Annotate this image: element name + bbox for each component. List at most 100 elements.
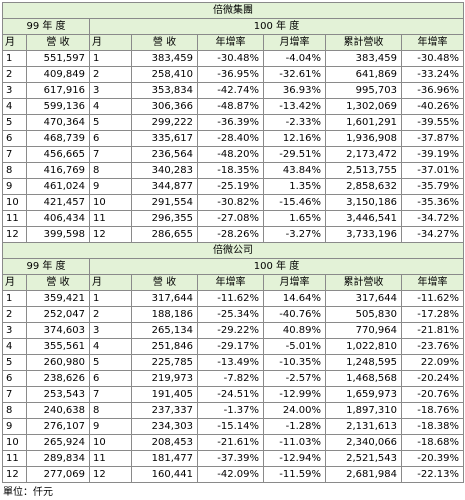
mom-cell: 14.64%: [263, 290, 326, 307]
month-cell: 8: [2, 162, 27, 179]
month-cell: 11: [2, 450, 27, 467]
revenue-99-cell: 240,638: [26, 402, 90, 419]
cumulative-yoy-cell: -39.55%: [401, 114, 464, 131]
yoy-cell: -11.62%: [197, 290, 264, 307]
revenue-99-cell: 406,434: [26, 210, 90, 227]
revenue-99-cell: 238,626: [26, 370, 90, 387]
column-header-month: 月: [2, 274, 27, 291]
month-cell: 12: [2, 466, 27, 483]
month-cell: 11: [89, 450, 132, 467]
cumulative-yoy-cell: -35.36%: [401, 194, 464, 211]
table-row: 6 238,626 6 219,973 -7.82% -2.57% 1,468,568 -20…: [2, 370, 464, 387]
table-row: 8 416,769 8 340,283 -18.35% 43.84% 2,513,755 -3…: [2, 162, 464, 179]
month-cell: 4: [2, 338, 27, 355]
revenue-99-cell: 374,603: [26, 322, 90, 339]
month-cell: 11: [2, 210, 27, 227]
revenue-100-cell: 237,337: [131, 402, 198, 419]
month-cell: 7: [2, 386, 27, 403]
column-header-row: 月營 收月營 收年增率 月增率 累計營收 年增率: [2, 274, 464, 291]
yoy-cell: -25.34%: [197, 306, 264, 323]
yoy-cell: -29.17%: [197, 338, 264, 355]
month-cell: 6: [89, 130, 132, 147]
revenue-99-cell: 421,457: [26, 194, 90, 211]
mom-cell: -32.61%: [263, 66, 326, 83]
column-header-revenue: 營 收: [26, 274, 90, 291]
cumulative-yoy-cell: -35.79%: [401, 178, 464, 195]
month-cell: 8: [2, 402, 27, 419]
month-cell: 4: [89, 338, 132, 355]
revenue-100-cell: 234,303: [131, 418, 198, 435]
column-header-month: 月: [2, 34, 27, 51]
mom-cell: -1.28%: [263, 418, 326, 435]
mom-cell: 1.65%: [263, 210, 326, 227]
unit-note: 單位：仟元: [3, 487, 53, 498]
cumulative-yoy-cell: -17.28%: [401, 306, 464, 323]
month-cell: 1: [2, 290, 27, 307]
month-cell: 3: [89, 322, 132, 339]
table-row: 1 359,421 1 317,644 -11.62% 14.64% 317,644 -11.…: [2, 290, 464, 307]
cumulative-yoy-cell: -18.38%: [401, 418, 464, 435]
year-100-header: 100 年 度: [89, 258, 464, 275]
year-100-header: 100 年 度: [89, 18, 464, 35]
cumulative-cell: 2,131,613: [325, 418, 402, 435]
month-cell: 2: [2, 306, 27, 323]
column-header-month2: 月: [89, 274, 132, 291]
revenue-99-cell: 456,665: [26, 146, 90, 163]
month-cell: 12: [2, 226, 27, 243]
column-header-yoy: 年增率: [197, 34, 264, 51]
month-cell: 9: [2, 178, 27, 195]
month-cell: 10: [89, 194, 132, 211]
month-cell: 3: [2, 322, 27, 339]
table-row: 11 406,434 11 296,355 -27.08% 1.65% 3,446,541-…: [2, 210, 464, 227]
revenue-99-cell: 276,107: [26, 418, 90, 435]
table-row: 5 260,980 5 225,785 -13.49% -10.35% 1,248,595 2…: [2, 354, 464, 371]
month-cell: 2: [89, 66, 132, 83]
month-cell: 4: [89, 98, 132, 115]
month-cell: 3: [2, 82, 27, 99]
year-header-row: 99 年 度 100 年 度: [2, 258, 464, 275]
revenue-99-cell: 461,024: [26, 178, 90, 195]
revenue-99-cell: 409,849: [26, 66, 90, 83]
cumulative-cell: 2,681,984: [325, 466, 402, 483]
column-header-row: 月營 收月營 收年增率 月增率 累計營收 年增率: [2, 34, 464, 51]
section-title-row: 倍微集團: [2, 2, 464, 19]
month-cell: 7: [89, 386, 132, 403]
revenue-99-cell: 599,136: [26, 98, 90, 115]
table-row: 9 461,024 9 344,877 -25.19% 1.35% 2,858,632 -35…: [2, 178, 464, 195]
month-cell: 9: [89, 178, 132, 195]
table-row: 6 468,739 6 335,617 -28.40% 12.16% 1,936,908 -3…: [2, 130, 464, 147]
revenue-100-cell: 299,222: [131, 114, 198, 131]
revenue-100-cell: 296,355: [131, 210, 198, 227]
cumulative-yoy-cell: -23.76%: [401, 338, 464, 355]
yoy-cell: -27.08%: [197, 210, 264, 227]
cumulative-yoy-cell: -34.27%: [401, 226, 464, 243]
table-row: 3 617,916 3 353,834 -42.74% 36.93% 995,703 -36.…: [2, 82, 464, 99]
mom-cell: -2.33%: [263, 114, 326, 131]
mom-cell: 1.35%: [263, 178, 326, 195]
cumulative-yoy-cell: -39.19%: [401, 146, 464, 163]
month-cell: 3: [89, 82, 132, 99]
yoy-cell: -48.87%: [197, 98, 264, 115]
yoy-cell: -7.82%: [197, 370, 264, 387]
column-header-mom: 月增率: [263, 34, 326, 51]
revenue-99-cell: 468,739: [26, 130, 90, 147]
cumulative-yoy-cell: -34.72%: [401, 210, 464, 227]
cumulative-yoy-cell: -30.48%: [401, 50, 464, 67]
cumulative-cell: 995,703: [325, 82, 402, 99]
revenue-99-cell: 551,597: [26, 50, 90, 67]
revenue-99-cell: 355,561: [26, 338, 90, 355]
cumulative-yoy-cell: -18.68%: [401, 434, 464, 451]
year-99-header: 99 年 度: [2, 18, 90, 35]
revenue-100-cell: 251,846: [131, 338, 198, 355]
column-header-revenue: 營 收: [26, 34, 90, 51]
revenue-100-cell: 258,410: [131, 66, 198, 83]
cumulative-cell: 2,521,543: [325, 450, 402, 467]
yoy-cell: -28.26%: [197, 226, 264, 243]
month-cell: 8: [89, 162, 132, 179]
cumulative-yoy-cell: -22.13%: [401, 466, 464, 483]
mom-cell: -12.99%: [263, 386, 326, 403]
table-row: 5 470,364 5 299,222 -36.39% -2.33% 1,601,291 -3…: [2, 114, 464, 131]
cumulative-cell: 1,302,069: [325, 98, 402, 115]
month-cell: 8: [89, 402, 132, 419]
yoy-cell: -30.48%: [197, 50, 264, 67]
